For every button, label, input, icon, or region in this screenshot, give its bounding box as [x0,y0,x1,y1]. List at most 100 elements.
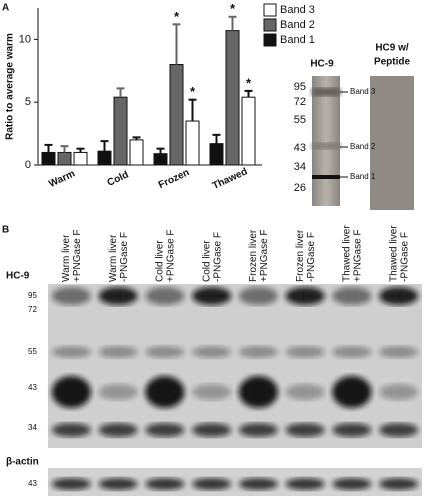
mw-label: 43 [294,142,306,154]
blot-band [191,384,232,400]
blot-band [312,143,340,149]
legend-label: Band 1 [280,34,315,46]
band-label: Band 2 [350,142,376,151]
mw-label: 72 [294,96,306,108]
lane-label: +PNGase F [353,229,364,282]
legend-swatch [263,3,277,17]
blot-band [145,346,185,358]
blot-band [51,287,92,305]
lane-label: Frozen liver [248,229,259,282]
bar [225,30,240,166]
x-tick-label: Cold [106,169,131,188]
blot-title: Peptide [374,57,411,68]
blot-band [285,384,325,400]
blot-band [285,423,325,437]
blot-band [238,287,279,305]
panel-label: B [2,225,9,236]
blot-band [238,376,279,408]
bar [113,96,128,166]
blot-band [145,478,185,490]
lane-label: -PNGase F [212,232,223,282]
blot-title: HC9 w/ [375,43,409,54]
bar [41,151,56,166]
blot-band [98,346,138,358]
mw-label: 55 [28,347,37,356]
blot-band [285,287,325,305]
blot-band [238,423,279,437]
lane-label: Warm liver [108,234,119,282]
blot-band [51,478,92,490]
blot [48,284,422,448]
blot-band [145,287,185,305]
mw-label: 34 [294,161,306,173]
bar [57,151,72,166]
bar [73,151,88,166]
bar [153,153,168,166]
legend-label: Band 3 [280,4,315,16]
blot-band [312,88,340,96]
blot-band [378,384,419,400]
blot-band [191,346,232,358]
blot-band [191,423,232,437]
blot-band [238,478,279,490]
blot-band [332,287,372,305]
blot-band [191,478,232,490]
blot-band [51,376,92,408]
blot-label: HC-9 [6,271,30,282]
bar [209,143,224,166]
mw-label: 43 [28,479,37,488]
lane-label: -PNGase F [119,232,130,282]
blot-band [145,376,185,408]
blot-band [98,423,138,437]
y-tick-label: 10 [19,33,31,45]
blot-label: β-actin [6,457,39,468]
blot-band [312,175,340,179]
blot-title: HC-9 [310,59,334,70]
band-label: Band 3 [350,87,376,96]
lane-label: +PNGase F [166,229,177,282]
significance: * [246,75,252,90]
blot [312,76,340,206]
blot-band [191,287,232,305]
x-tick-label: Warm [47,168,77,190]
blot-band [98,478,138,490]
legend-swatch [263,18,277,32]
blot-band [238,346,279,358]
blot-band [332,376,372,408]
panel-label: A [2,3,9,14]
mw-label: 55 [294,114,306,126]
lane-label: -PNGase F [399,232,410,282]
blot-band [378,287,419,305]
lane-label: -PNGase F [306,232,317,282]
y-tick-label: 0 [25,159,31,171]
y-axis-label: Ratio to average warm [5,33,16,140]
blot-band [378,423,419,437]
blot-band [98,287,138,305]
lane-label: Cold liver [201,240,212,282]
mw-label: 95 [28,291,37,300]
mw-label: 72 [28,305,37,314]
lane-label: Warm liver [61,234,72,282]
lane-label: Frozen liver [295,229,306,282]
band-label: Band 1 [350,172,376,181]
blot-band [332,478,372,490]
blot-band [332,346,372,358]
significance: * [174,9,180,24]
mw-label: 26 [294,182,306,194]
blot-band [98,384,138,400]
legend-label: Band 2 [280,19,315,31]
lane-label: Cold liver [155,240,166,282]
x-tick-label: Thawed [211,166,249,192]
bar [97,150,112,166]
significance: * [190,84,196,99]
blot [370,76,414,210]
legend-swatch [263,33,277,47]
blot-band [285,346,325,358]
mw-label: 95 [294,81,306,93]
blot-band [51,423,92,437]
x-tick-label: Frozen [157,167,191,191]
mw-label: 43 [28,383,37,392]
significance: * [230,1,236,16]
blot-band [378,478,419,490]
